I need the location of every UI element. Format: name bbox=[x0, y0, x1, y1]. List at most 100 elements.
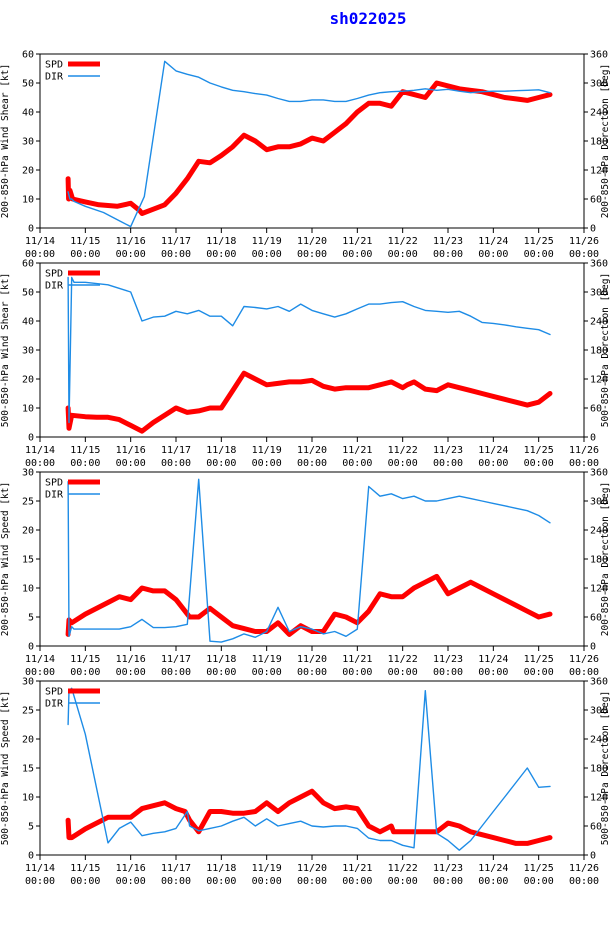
y-axis-label: 200-850-hPa Wind Shear [kt] bbox=[0, 64, 11, 218]
series-line-dir bbox=[67, 60, 551, 228]
x-tick-label: 11/24 bbox=[478, 236, 508, 247]
x-tick-label: 11/26 bbox=[569, 236, 599, 247]
y-tick-label: 10 bbox=[22, 793, 34, 804]
x-tick-sublabel: 00:00 bbox=[388, 667, 418, 678]
y2-axis-label: 200-850-hPa Direction [Deg] bbox=[600, 64, 611, 218]
x-tick-sublabel: 00:00 bbox=[433, 249, 463, 260]
y2-tick-label: 240 bbox=[590, 735, 608, 746]
y-tick-label: 0 bbox=[28, 642, 34, 653]
y2-tick-label: 180 bbox=[590, 346, 608, 357]
x-tick-label: 11/24 bbox=[478, 445, 508, 456]
x-tick-sublabel: 00:00 bbox=[433, 876, 463, 887]
y-tick-label: 60 bbox=[22, 259, 34, 270]
y-tick-label: 10 bbox=[22, 584, 34, 595]
y-tick-label: 10 bbox=[22, 404, 34, 415]
y2-tick-label: 360 bbox=[590, 677, 608, 688]
series-line-dir bbox=[67, 276, 551, 424]
x-tick-sublabel: 00:00 bbox=[70, 249, 100, 260]
y-axis-label: 200-850-hPa Wind Speed [kt] bbox=[0, 482, 11, 636]
x-tick-label: 11/24 bbox=[478, 654, 508, 665]
x-tick-label: 11/17 bbox=[161, 863, 191, 874]
y-tick-label: 25 bbox=[22, 706, 34, 717]
x-tick-sublabel: 00:00 bbox=[206, 876, 236, 887]
plot-frame bbox=[39, 680, 585, 856]
x-tick-label: 11/17 bbox=[161, 236, 191, 247]
y-tick-label: 20 bbox=[22, 166, 34, 177]
x-tick-label: 11/18 bbox=[206, 236, 236, 247]
x-tick-label: 11/18 bbox=[206, 654, 236, 665]
legend-label: DIR bbox=[45, 72, 64, 83]
y2-tick-label: 60 bbox=[590, 613, 602, 624]
x-tick-sublabel: 00:00 bbox=[433, 458, 463, 469]
y-axis-label: 500-850-hPa Wind Speed [kt] bbox=[0, 691, 11, 845]
x-tick-label: 11/22 bbox=[388, 863, 418, 874]
x-tick-label: 11/18 bbox=[206, 445, 236, 456]
x-tick-sublabel: 00:00 bbox=[433, 667, 463, 678]
y2-tick-label: 360 bbox=[590, 50, 608, 61]
x-tick-label: 11/26 bbox=[569, 445, 599, 456]
x-tick-sublabel: 00:00 bbox=[116, 458, 146, 469]
y2-tick-label: 300 bbox=[590, 288, 608, 299]
x-tick-sublabel: 00:00 bbox=[388, 876, 418, 887]
x-tick-sublabel: 00:00 bbox=[297, 249, 327, 260]
x-tick-label: 11/25 bbox=[524, 236, 554, 247]
x-tick-label: 11/25 bbox=[524, 445, 554, 456]
x-tick-sublabel: 00:00 bbox=[161, 249, 191, 260]
y-tick-label: 40 bbox=[22, 108, 34, 119]
x-tick-label: 11/15 bbox=[70, 445, 100, 456]
x-tick-sublabel: 00:00 bbox=[569, 876, 599, 887]
y-tick-label: 10 bbox=[22, 195, 34, 206]
x-tick-label: 11/19 bbox=[252, 445, 282, 456]
x-tick-sublabel: 00:00 bbox=[478, 249, 508, 260]
x-tick-sublabel: 00:00 bbox=[252, 667, 282, 678]
x-tick-label: 11/22 bbox=[388, 236, 418, 247]
x-tick-label: 11/20 bbox=[297, 445, 327, 456]
x-tick-sublabel: 00:00 bbox=[524, 876, 554, 887]
y2-tick-label: 300 bbox=[590, 79, 608, 90]
y2-tick-label: 360 bbox=[590, 468, 608, 479]
x-tick-sublabel: 00:00 bbox=[297, 458, 327, 469]
y-tick-label: 20 bbox=[22, 735, 34, 746]
x-tick-sublabel: 00:00 bbox=[25, 876, 55, 887]
series-line-spd bbox=[65, 80, 553, 216]
y2-axis-label: 500-850-hPa Direction [Deg] bbox=[600, 273, 611, 427]
legend-label: SPD bbox=[45, 269, 63, 280]
y2-tick-label: 300 bbox=[590, 497, 608, 508]
page-title: sh022025 bbox=[329, 9, 407, 28]
chart-panel-3: 11/14 00:00 11/15 00:00 11/16 00:00 11/17 00:00… bbox=[0, 468, 611, 679]
x-tick-sublabel: 00:00 bbox=[206, 458, 236, 469]
x-tick-label: 11/21 bbox=[342, 863, 372, 874]
y2-tick-label: 240 bbox=[590, 108, 608, 119]
y2-tick-label: 0 bbox=[590, 433, 596, 444]
x-tick-sublabel: 00:00 bbox=[116, 667, 146, 678]
x-tick-sublabel: 00:00 bbox=[25, 249, 55, 260]
y-axis-label: 500-850-hPa Wind Shear [kt] bbox=[0, 273, 11, 427]
x-tick-sublabel: 00:00 bbox=[569, 667, 599, 678]
x-tick-label: 11/15 bbox=[70, 654, 100, 665]
series-line-spd bbox=[65, 573, 553, 637]
x-tick-label: 11/21 bbox=[342, 445, 372, 456]
x-tick-sublabel: 00:00 bbox=[297, 876, 327, 887]
y-tick-label: 25 bbox=[22, 497, 34, 508]
x-tick-label: 11/16 bbox=[116, 654, 146, 665]
y2-tick-label: 300 bbox=[590, 706, 608, 717]
series-line-spd bbox=[65, 788, 553, 846]
x-tick-sublabel: 00:00 bbox=[252, 249, 282, 260]
y-tick-label: 50 bbox=[22, 288, 34, 299]
y-tick-label: 0 bbox=[28, 224, 34, 235]
x-tick-sublabel: 00:00 bbox=[297, 667, 327, 678]
y-tick-label: 5 bbox=[28, 613, 34, 624]
y-tick-label: 20 bbox=[22, 526, 34, 537]
series-line-dir bbox=[67, 478, 551, 643]
x-tick-sublabel: 00:00 bbox=[206, 667, 236, 678]
x-tick-label: 11/20 bbox=[297, 863, 327, 874]
y-tick-label: 0 bbox=[28, 433, 34, 444]
x-tick-label: 11/19 bbox=[252, 236, 282, 247]
y2-tick-label: 360 bbox=[590, 259, 608, 270]
y-tick-label: 30 bbox=[22, 346, 34, 357]
y-tick-label: 30 bbox=[22, 677, 34, 688]
y2-tick-label: 0 bbox=[590, 851, 596, 862]
x-tick-label: 11/16 bbox=[116, 236, 146, 247]
y-tick-label: 40 bbox=[22, 317, 34, 328]
y2-tick-label: 240 bbox=[590, 317, 608, 328]
